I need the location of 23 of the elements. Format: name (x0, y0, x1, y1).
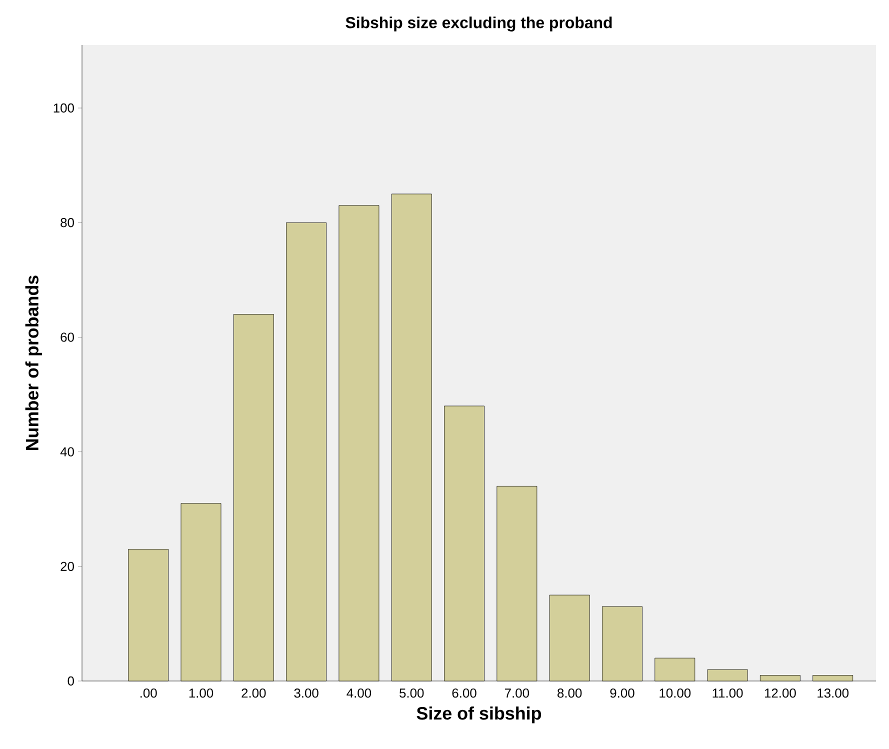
x-tick-label: 2.00 (242, 688, 266, 698)
y-tick-label: 40 (60, 447, 74, 456)
y-tick-label: 80 (60, 218, 74, 228)
x-tick-label: 12.00 (764, 688, 796, 698)
y-axis-title: Number of probands (25, 276, 42, 450)
x-tick-label: 3.00 (294, 688, 318, 698)
x-tick-label: 6.00 (452, 688, 476, 698)
y-tick-label: 20 (60, 562, 74, 571)
x-tick-label: 5.00 (400, 688, 424, 698)
x-tick-label: 10.00 (660, 688, 691, 698)
y-tick-label: 100 (54, 103, 74, 113)
x-tick-label: .00 (140, 688, 157, 698)
x-tick-label: 9.00 (610, 688, 634, 698)
y-tick-label: 60 (60, 332, 74, 342)
x-tick-label: 13.00 (818, 688, 849, 698)
x-tick-label: 1.00 (189, 688, 214, 698)
x-axis-title: Size of sibship (416, 706, 542, 724)
x-tick-label: 4.00 (346, 688, 372, 698)
x-tick-label: 7.00 (504, 688, 530, 698)
x-tick-label: 8.00 (558, 688, 582, 698)
y-tick-label: 0 (68, 676, 74, 686)
x-tick-label: 11.00 (712, 688, 743, 698)
chart-title: Sibship size excluding the proband (346, 16, 612, 32)
